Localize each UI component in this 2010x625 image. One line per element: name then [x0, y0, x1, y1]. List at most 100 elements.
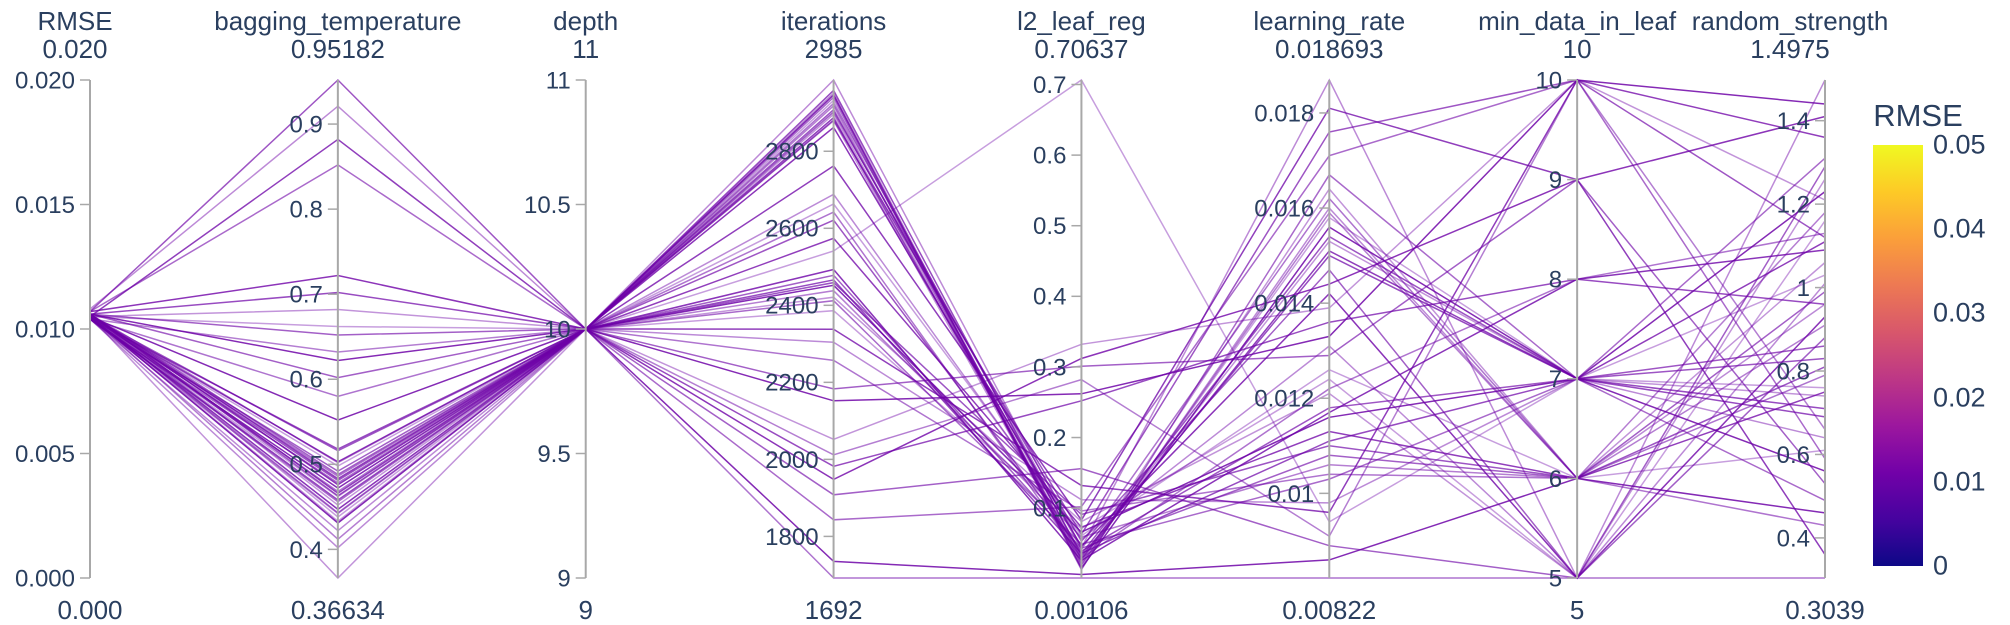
trial-line	[89, 79, 1826, 514]
tick-label: 0.4	[1777, 525, 1810, 552]
tick-label: 10	[1535, 67, 1562, 94]
axis-min-label: 1692	[805, 595, 863, 625]
trial-line	[89, 115, 1826, 481]
tick-label: 9	[557, 565, 570, 592]
trial-line	[89, 315, 1826, 576]
trial-line	[89, 318, 1825, 579]
axis-name-label[interactable]: depth	[553, 6, 618, 36]
axis-max-label: 1.4975	[1750, 34, 1830, 64]
tick-label: 0.018	[1254, 100, 1314, 127]
tick-label: 7	[1549, 366, 1562, 393]
tick-label: 11	[546, 67, 571, 94]
trial-line	[89, 78, 1826, 536]
trial-line	[89, 237, 1826, 529]
axis-min-label: 0.36634	[291, 595, 385, 625]
trial-line	[89, 78, 1826, 523]
trial-line	[89, 78, 1826, 538]
tick-label: 0.020	[15, 67, 75, 94]
tick-label: 1.4	[1777, 108, 1810, 135]
axis-name-label[interactable]: l2_leaf_reg	[1017, 6, 1146, 36]
axis-name-label[interactable]: RMSE	[37, 6, 112, 36]
trial-line	[89, 89, 1826, 558]
axis-min-label: 0.000	[57, 595, 122, 625]
trial-line	[89, 299, 1826, 546]
tick-label: 9.5	[537, 441, 570, 468]
tick-label: 0.6	[1777, 442, 1810, 469]
trial-line	[89, 203, 1826, 537]
tick-label: 6	[1549, 466, 1562, 493]
trial-line	[89, 178, 1826, 485]
trial-line	[89, 79, 1826, 441]
trial-line	[89, 104, 1826, 567]
axis-max-label: 0.020	[42, 34, 107, 64]
tick-label: 0.5	[289, 452, 322, 479]
axis-name-label[interactable]: random_strength	[1692, 6, 1889, 36]
axis-max-label: 10	[1563, 34, 1592, 64]
trial-line	[89, 249, 1826, 562]
trial-line	[89, 119, 1826, 564]
tick-label: 0.4	[1033, 284, 1066, 311]
tick-label: 5	[1549, 565, 1562, 592]
tick-label: 0.4	[289, 537, 322, 564]
tick-label: 1	[1797, 275, 1810, 302]
colorbar-tick-label: 0	[1933, 550, 1949, 581]
trial-line	[89, 193, 1826, 580]
tick-label: 0.8	[1777, 358, 1810, 385]
tick-label: 0.010	[15, 316, 75, 343]
tick-label: 0.9	[289, 111, 322, 138]
trial-line	[89, 315, 1826, 527]
axis-min-label: 0.00822	[1282, 595, 1376, 625]
trial-line	[89, 91, 1826, 568]
tick-label: 0.005	[15, 441, 75, 468]
colorbar-tick-label: 0.05	[1933, 129, 1986, 160]
colorbar-gradient	[1873, 145, 1923, 566]
tick-label: 0.7	[289, 282, 322, 309]
colorbar-title: RMSE	[1873, 98, 1963, 133]
axis-max-label: 0.018693	[1275, 34, 1383, 64]
trial-line	[89, 79, 1826, 402]
axis-min-label: 0.3039	[1785, 595, 1865, 625]
tick-label: 1.2	[1777, 192, 1810, 219]
trial-line	[89, 79, 1826, 521]
trial-line	[89, 166, 1826, 579]
trial-line	[89, 93, 1826, 570]
axis-name-label[interactable]: iterations	[781, 6, 887, 36]
tick-label: 0.3	[1033, 354, 1066, 381]
axis-name-label[interactable]: learning_rate	[1253, 6, 1405, 36]
axis-max-label: 11	[572, 34, 599, 64]
tick-label: 0.8	[289, 197, 322, 224]
tick-label: 1800	[765, 524, 818, 551]
trial-line	[89, 318, 1826, 549]
tick-label: 0.7	[1033, 72, 1066, 99]
axis-max-label: 0.70637	[1034, 34, 1128, 64]
tick-label: 0.015	[15, 192, 75, 219]
tick-label: 0.1	[1033, 496, 1066, 523]
tick-label: 2600	[765, 216, 818, 243]
tick-label: 2400	[765, 293, 818, 320]
tick-label: 0.014	[1254, 291, 1314, 318]
trial-line	[89, 211, 1826, 560]
tick-label: 0.5	[1033, 213, 1066, 240]
trial-lines	[89, 78, 1826, 580]
tick-label: 8	[1549, 267, 1562, 294]
axis-bagging_temperature: 0.9 0.8 0.7 0.6 0.5 0.4 bagging_temperature0.9…	[214, 6, 461, 625]
trial-line	[89, 178, 1826, 580]
axis-max-label: 0.95182	[291, 34, 385, 64]
trial-line	[89, 113, 1826, 580]
tick-label: 2000	[765, 447, 818, 474]
axis-name-label[interactable]: bagging_temperature	[214, 6, 461, 36]
tick-label: 0.012	[1254, 386, 1314, 413]
axis-name-label[interactable]: min_data_in_leaf	[1478, 6, 1677, 36]
tick-label: 0.016	[1254, 195, 1314, 222]
tick-label: 10.5	[524, 192, 571, 219]
axis-learning_rate: 0.0180.0160.0140.0120.01learning_rate0.0…	[1253, 6, 1405, 625]
trial-line	[89, 96, 1826, 572]
trial-line	[89, 278, 1826, 468]
